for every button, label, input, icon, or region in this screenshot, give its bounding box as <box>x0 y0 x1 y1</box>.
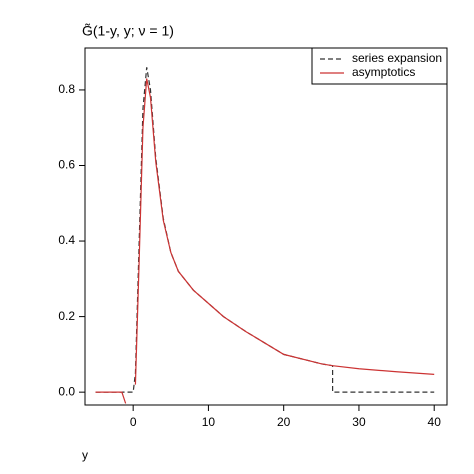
x-axis-label: y <box>82 448 88 462</box>
chart-title: G̃(1-y, y; ν = 1) <box>82 22 174 38</box>
legend-box <box>311 47 448 85</box>
x-tick-label: 30 <box>352 415 366 429</box>
y-tick-label: 0.8 <box>58 82 75 96</box>
y-tick-label: 0.2 <box>58 309 75 323</box>
plot-frame <box>84 47 448 406</box>
y-tick-label: 0.4 <box>58 233 75 247</box>
legend-label: asymptotics <box>352 65 415 79</box>
x-tick-label: 20 <box>277 415 291 429</box>
series-line <box>95 78 435 404</box>
x-tick-label: 10 <box>202 415 216 429</box>
x-tick-label: 40 <box>428 415 442 429</box>
y-tick-label: 0.6 <box>58 158 75 172</box>
y-tick-label: 0.0 <box>58 384 75 398</box>
legend-label: series expansion <box>352 51 442 65</box>
x-tick-label: 0 <box>130 415 137 429</box>
